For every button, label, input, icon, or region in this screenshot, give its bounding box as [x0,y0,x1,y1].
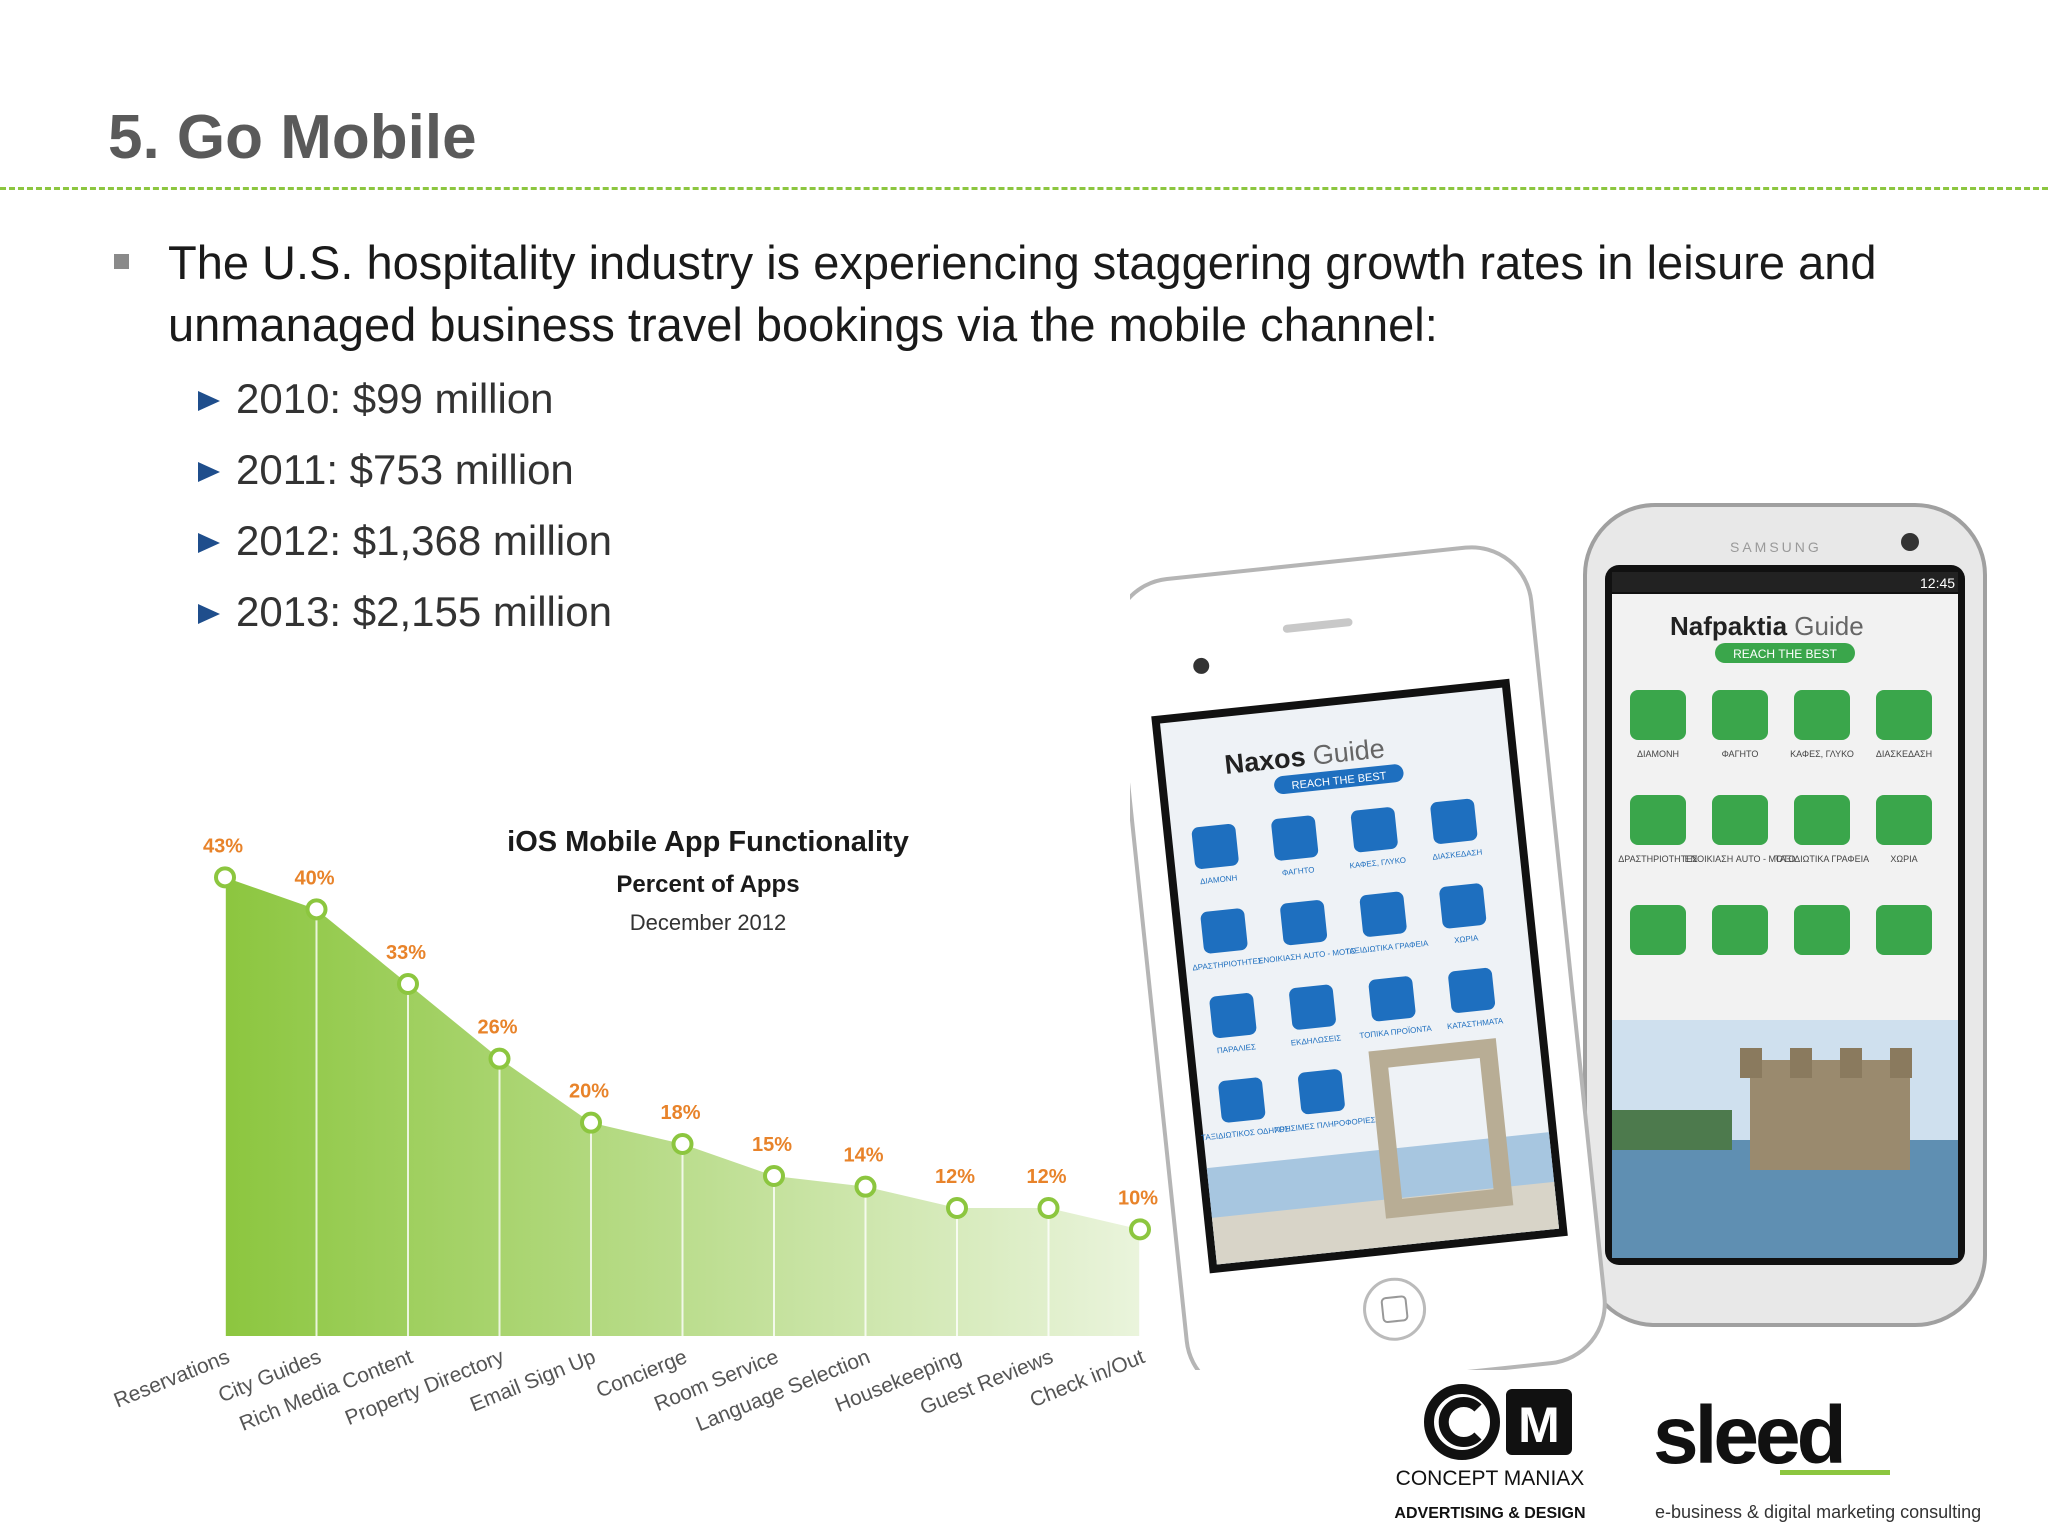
title-divider [0,187,2048,190]
chart-value-label: 20% [569,1081,609,1103]
cm-name: CONCEPT MANIAX [1396,1467,1585,1490]
chart-point [946,1197,968,1219]
iphone: Naxos Guide REACH THE BEST ΔΙΑΜΟΝΗ ΦΑΓΗΤ… [1130,545,1607,1370]
samsung-app-suffix: Guide [1794,611,1863,641]
sub-bullet: 2010: $99 million [198,375,554,423]
logos-svg: M CONCEPT MANIAX ADVERTISING & DESIGN sl… [1394,1384,1981,1522]
slide-title: 5. Go Mobile [108,103,477,172]
sub-bullet: 2012: $1,368 million [198,517,612,565]
chart-point [214,866,236,889]
logos-area: M CONCEPT MANIAX ADVERTISING & DESIGN sl… [1370,1380,2030,1530]
sleed-name: sleed [1653,1390,1843,1481]
chart-point [580,1111,602,1134]
svg-text:Nafpaktia Guide: Nafpaktia Guide [1670,611,1864,641]
chart-value-label: 33% [386,942,426,964]
chart-value-label: 12% [1026,1166,1066,1188]
sleed-tagline: e-business & digital marketing consultin… [1655,1502,1981,1522]
chart-point [763,1165,785,1187]
chart-point [305,898,328,921]
samsung-menu-label: ΦΑΓΗΤΟ [1722,749,1759,759]
iphone-menu-label: ΠΑΡΑΛΙΕΣ [1217,1042,1257,1055]
sleed-logo: sleed e-business & digital marketing con… [1653,1390,1981,1522]
arrow-bullet-icon [198,391,220,411]
chart-area [225,877,1140,1336]
chart-svg: iOS Mobile App Functionality Percent of … [111,826,1159,1436]
chart-title: iOS Mobile App Functionality [507,826,909,858]
iphone-menu-label: ΔΙΑΜΟΝΗ [1200,873,1238,886]
samsung-tagline: REACH THE BEST [1733,647,1837,661]
ios-functionality-chart: iOS Mobile App Functionality Percent of … [90,800,1190,1510]
chart-point [671,1133,694,1155]
chart-point [1037,1197,1060,1219]
samsung-menu-label: ΔΙΑΜΟΝΗ [1637,749,1679,759]
samsung-menu-icons [1630,690,1932,955]
samsung-app-name: Nafpaktia [1670,611,1788,641]
sub-bullet-text: 2010: $99 million [236,375,554,422]
sub-bullet-text: 2013: $2,155 million [236,588,612,635]
iphone-menu-label: ΧΩΡΙΑ [1454,933,1480,945]
phones-illustration: SAMSUNG 12:45 Nafpaktia Guide REACH THE … [1130,503,1987,1370]
arrow-bullet-icon [198,604,220,624]
samsung-menu-label: ΔΡΑΣΤΗΡΙΟΤΗΤΕΣ [1618,854,1698,864]
concept-maniax-logo: M CONCEPT MANIAX ADVERTISING & DESIGN [1394,1384,1586,1522]
chart-category-label: Reservations [111,1345,233,1412]
chart-value-label: 10% [1118,1187,1158,1209]
cm-tagline: ADVERTISING & DESIGN [1394,1505,1585,1522]
chart-date: December 2012 [630,910,787,935]
chart-value-label: 14% [843,1145,883,1167]
sub-bullet: 2011: $753 million [198,446,574,494]
chart-value-label: 40% [294,867,334,889]
chart-value-label: 15% [752,1134,792,1156]
iphone-app-suffix: Guide [1311,733,1386,770]
chart-value-label: 43% [203,835,243,857]
samsung-menu-label: ΧΩΡΙΑ [1890,854,1917,864]
main-bullet-text: The U.S. hospitality industry is experie… [168,236,1877,351]
chart-value-label: 18% [660,1102,700,1124]
samsung-phone: SAMSUNG 12:45 Nafpaktia Guide REACH THE … [1583,503,1987,1327]
samsung-menu-label: ΤΑΞΙΔΙΩΤΙΚΑ ΓΡΑΦΕΙΑ [1775,854,1869,864]
chart-point [488,1047,511,1070]
samsung-brand: SAMSUNG [1730,539,1822,555]
samsung-menu-label: ΕΝΟΙΚΙΑΣΗ AUTO - MOTO [1685,854,1796,864]
chart-point [1129,1218,1151,1241]
chart-value-label: 26% [477,1017,517,1039]
chart-category-label: Property Directory [342,1345,508,1430]
chart-point [854,1175,877,1198]
bullet-square-icon [114,254,129,269]
chart-point [397,973,419,995]
chart-value-label: 12% [935,1166,975,1188]
svg-text:Naxos Guide: Naxos Guide [1223,733,1386,780]
iphone-menu-label: ΦΑΓΗΤΟ [1282,865,1315,877]
status-time: 12:45 [1920,575,1955,591]
iphone-menu-icons [1191,798,1496,1123]
samsung-menu-label: ΔΙΑΣΚΕΔΑΣΗ [1876,749,1932,759]
samsung-menu-label: ΚΑΦΕΣ, ΓΛΥΚΟ [1790,749,1854,759]
chart-subtitle: Percent of Apps [616,871,799,898]
sub-bullet-text: 2011: $753 million [236,446,574,493]
arrow-bullet-icon [198,462,220,482]
sub-bullet-text: 2012: $1,368 million [236,517,612,564]
arrow-bullet-icon [198,533,220,553]
sub-bullet: 2013: $2,155 million [198,588,612,636]
svg-text:M: M [1518,1397,1560,1453]
